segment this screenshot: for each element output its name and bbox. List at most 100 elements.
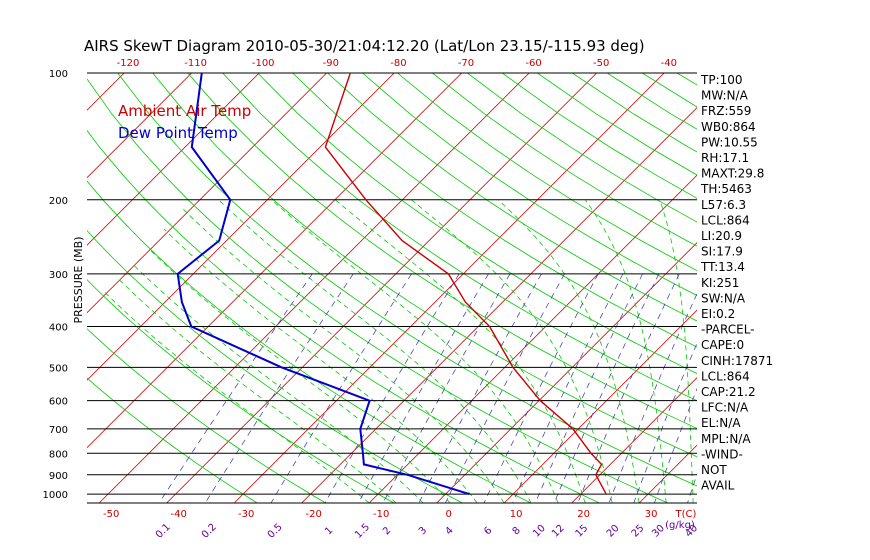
top-temp-tick-label: -80 — [390, 58, 406, 69]
mixing-ratio-line — [483, 273, 599, 503]
stat-entry: LI:20.9 — [701, 229, 742, 243]
moist-adiabat-line — [164, 228, 478, 503]
top-temp-tick-label: -90 — [323, 58, 339, 69]
stat-entry: SI:17.9 — [701, 245, 743, 259]
dry-adiabat-line — [782, 73, 870, 503]
stat-entry: RH:17.1 — [701, 151, 749, 165]
stat-entry: NOT — [701, 463, 727, 477]
mixing-ratio-tick-label: 0.5 — [266, 522, 285, 541]
profile-series — [176, 73, 607, 496]
chart-title: AIRS SkewT Diagram 2010-05-30/21:04:12.2… — [84, 37, 645, 55]
stat-entry: MAXT:29.8 — [701, 167, 764, 181]
mixing-ratio-line — [633, 342, 697, 503]
y-axis-label: PRESSURE (MB) — [72, 237, 85, 324]
mixing-ratio-line — [577, 273, 680, 503]
mixing-ratio-tick-label: 4 — [443, 525, 455, 537]
mixing-ratio-tick-label: 20 — [605, 523, 622, 540]
isotherm-line — [166, 73, 597, 503]
moist-adiabat-line — [218, 199, 532, 503]
mixing-ratio-tick-label: 1 — [323, 525, 335, 537]
mixing-ratio-tick-label: 3 — [417, 525, 429, 537]
moist-adiabat-line — [659, 199, 694, 503]
pressure-tick-label: 800 — [49, 449, 68, 460]
stat-entry: LCL:864 — [701, 369, 750, 383]
stat-entry: AVAIL — [701, 479, 735, 493]
mixing-ratio-line — [382, 273, 511, 503]
mixing-ratio-line — [418, 273, 542, 503]
isotherm-line — [571, 377, 697, 503]
isotherm-line — [87, 73, 327, 314]
mixing-ratio-tick-label: 10 — [531, 523, 548, 540]
top-temp-tick-label: -60 — [525, 58, 541, 69]
mixing-ratio-tick-label: 1.5 — [353, 522, 372, 541]
top-temp-tick-label: -70 — [458, 58, 474, 69]
pressure-tick-label: 300 — [49, 270, 68, 281]
moist-adiabat-line — [103, 291, 370, 503]
moist-adiabat-line — [147, 247, 451, 503]
stat-entry: MW:N/A — [701, 89, 749, 103]
isotherm-line — [87, 73, 260, 246]
stat-entry: -WIND- — [701, 447, 743, 461]
isobar-lines: 100 200 300 400 500 600 700 800 900 1000 — [43, 69, 697, 504]
moist-adiabat-line — [132, 264, 424, 503]
mixing-ratio-tick-label: 12 — [550, 523, 567, 540]
dry-adiabat-line — [222, 73, 697, 402]
pressure-tick-label: 400 — [49, 323, 68, 334]
bottom-temp-tick-label: -50 — [103, 509, 119, 520]
dry-adiabat-line — [87, 328, 326, 503]
bottom-temp-tick-label: 20 — [577, 509, 590, 520]
dry-adiabat-line — [292, 73, 697, 348]
top-temp-tick-label: -40 — [661, 58, 677, 69]
mixing-ratio-line — [324, 273, 460, 503]
stat-entry: LCL:864 — [701, 213, 750, 227]
bottom-temp-tick-label: 10 — [510, 509, 523, 520]
isotherm-line — [774, 73, 870, 503]
mixing-ratio-line — [512, 273, 624, 503]
mixing-ratio-line — [534, 273, 643, 503]
stat-entry: PW:10.55 — [701, 135, 758, 149]
ambient-air-temp-line — [324, 73, 607, 495]
bottom-temp-tick-label: -10 — [373, 509, 389, 520]
moist-adiabat-lines — [103, 199, 694, 503]
stat-entry: FRZ:559 — [701, 104, 751, 118]
stat-entry: WB0:864 — [701, 120, 756, 134]
pressure-tick-label: 600 — [49, 397, 68, 408]
stat-entry: TP:100 — [700, 73, 743, 87]
dry-adiabat-line — [152, 73, 697, 458]
mixing-ratio-lines — [158, 273, 697, 503]
dry-adiabat-line — [87, 180, 532, 503]
mixing-ratio-line — [654, 387, 697, 503]
moist-adiabat-line — [182, 208, 505, 503]
isotherm-line — [301, 107, 697, 503]
bottom-temp-tick-label: -40 — [170, 509, 186, 520]
stat-entry: L57:6.3 — [701, 198, 746, 212]
mixing-ratio-tick-label: 0.1 — [154, 522, 173, 541]
moist-adiabat-line — [411, 199, 613, 503]
legend-entry-dew-point-temp: Dew Point Temp — [118, 124, 238, 142]
isotherm-line — [233, 73, 665, 503]
mixing-ratio-tick-label: 6 — [482, 525, 494, 537]
mixing-ratio-tick-label: 25 — [630, 523, 647, 540]
mixing-unit-label: (g/kg) — [665, 520, 695, 531]
bottom-temp-tick-label: -20 — [305, 509, 321, 520]
mixing-ratio-line — [608, 292, 697, 503]
isotherm-lines — [0, 73, 870, 503]
bottom-temp-tick-label: 30 — [645, 509, 658, 520]
isotherm-line — [0, 73, 57, 503]
stat-entry: KI:251 — [701, 276, 739, 290]
isotherm-line — [87, 73, 192, 179]
pressure-tick-label: 1000 — [43, 490, 68, 501]
isotherm-line — [842, 73, 870, 503]
stat-entry: EL:N/A — [701, 416, 741, 430]
pressure-tick-label: 200 — [49, 196, 68, 207]
pressure-tick-label: 500 — [49, 363, 68, 374]
isotherm-line — [98, 73, 530, 503]
mixing-ratio-line — [445, 273, 565, 503]
dry-adiabat-line — [502, 73, 697, 199]
isotherm-line — [503, 309, 697, 503]
isotherm-line — [87, 73, 462, 449]
stat-entry: CINH:17871 — [701, 354, 773, 368]
top-temp-tick-label: -50 — [593, 58, 609, 69]
